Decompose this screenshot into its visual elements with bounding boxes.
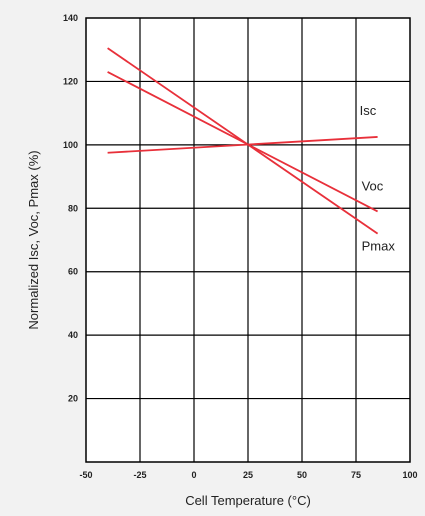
series-labels: Isc Voc Pmax xyxy=(359,103,398,255)
series-label-isc: Isc xyxy=(360,103,377,118)
series-line-pmax xyxy=(107,47,379,235)
x-tick-labels: -50 -25 0 25 50 75 100 xyxy=(79,470,417,480)
plot-border xyxy=(85,17,411,463)
y-tick-label: 20 xyxy=(68,394,78,404)
series-label-voc: Voc xyxy=(362,178,384,193)
y-tick-label: 40 xyxy=(68,330,78,340)
x-tick-label: 0 xyxy=(191,470,196,480)
x-tick-label: 25 xyxy=(243,470,253,480)
series-lines xyxy=(107,47,379,235)
x-tick-label: -50 xyxy=(79,470,92,480)
y-tick-label: 120 xyxy=(63,76,78,86)
x-tick-label: 75 xyxy=(351,470,361,480)
series-label-background xyxy=(359,237,398,255)
series-line-isc xyxy=(107,136,378,154)
y-tick-labels: 20 40 60 80 100 120 140 xyxy=(63,13,78,404)
y-tick-label: 140 xyxy=(63,13,78,23)
x-tick-label: 50 xyxy=(297,470,307,480)
y-tick-label: 80 xyxy=(68,203,78,213)
y-tick-label: 100 xyxy=(63,140,78,150)
x-tick-label: 100 xyxy=(402,470,417,480)
x-axis-title: Cell Temperature (°C) xyxy=(185,493,311,508)
x-tick-label: -25 xyxy=(133,470,146,480)
series-label-pmax: Pmax xyxy=(362,239,396,254)
y-tick-label: 60 xyxy=(68,267,78,277)
y-axis-title: Normalized Isc, Voc, Pmax (%) xyxy=(26,150,41,329)
